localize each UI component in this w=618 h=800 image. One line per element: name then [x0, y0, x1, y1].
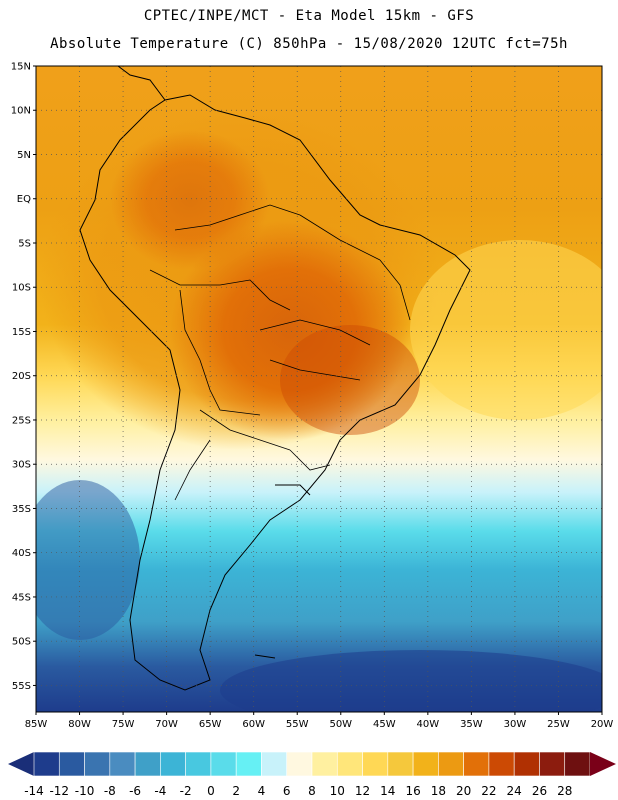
colorbar-swatch: [539, 751, 566, 777]
colorbar-swatch: [261, 751, 288, 777]
lon-label: 80W: [68, 719, 91, 730]
lon-label: 35W: [460, 719, 483, 730]
colorbar-swatch: [564, 751, 591, 777]
lon-label: 25W: [547, 719, 570, 730]
colorbar-swatch: [362, 751, 389, 777]
lon-label: 55W: [286, 719, 309, 730]
colorbar-label: 6: [283, 784, 291, 798]
longitude-labels: 85W 80W 75W 70W 65W 60W 55W 50W 45W 40W 35W 30W 25W 2…: [25, 719, 614, 730]
colorbar-label: 24: [507, 784, 522, 798]
colorbar-label: 26: [532, 784, 547, 798]
lon-label: 40W: [417, 719, 440, 730]
colorbar-label: 16: [405, 784, 420, 798]
lon-label: 45W: [373, 719, 396, 730]
lat-label: 40S: [12, 548, 31, 559]
colorbar-label: -14: [24, 784, 44, 798]
colorbar-label: -8: [104, 784, 116, 798]
country-borders: [149, 204, 411, 501]
colorbar-max-arrow: [590, 752, 616, 776]
colorbar-swatch: [134, 751, 161, 777]
lat-label: 10S: [12, 283, 31, 294]
colorbar-swatch: [58, 751, 85, 777]
colorbar-swatch: [84, 751, 111, 777]
lat-label: 55S: [12, 681, 31, 692]
colorbar-swatch: [412, 751, 439, 777]
colorbar-label: 28: [557, 784, 572, 798]
colorbar-swatch: [33, 751, 60, 777]
lat-label: EQ: [17, 194, 31, 205]
colorbar-swatch: [311, 751, 338, 777]
lat-label: 5S: [18, 238, 31, 249]
colorbar-swatch: [463, 751, 490, 777]
map-title-line2: Absolute Temperature (C) 850hPa - 15/08/…: [50, 36, 568, 52]
coastline: [79, 66, 471, 691]
colorbar-label: 2: [232, 784, 240, 798]
lat-label: 20S: [12, 371, 31, 382]
colorbar-swatch: [210, 751, 237, 777]
colorbar-swatch: [488, 751, 515, 777]
colorbar-swatch: [185, 751, 212, 777]
lat-label: 10N: [11, 106, 31, 117]
lat-label: 5N: [17, 150, 31, 161]
lon-label: 70W: [155, 719, 178, 730]
colorbar-swatch: [438, 751, 464, 777]
lon-label: 85W: [25, 719, 48, 730]
colorbar-label: -12: [49, 784, 69, 798]
map-frame: [35, 65, 603, 713]
colorbar-swatch: [160, 751, 186, 777]
latitude-labels: 15N 10N 5N EQ 5S 10S 15S 20S 25S 30S 35S 40S 45S 50S 5…: [11, 62, 31, 692]
colorbar-label: -2: [180, 784, 192, 798]
lat-label: 45S: [12, 592, 31, 603]
colorbar-label: 14: [380, 784, 395, 798]
lat-label: 15S: [12, 327, 31, 338]
colorbar-swatch: [513, 751, 540, 777]
colorbar-label: 18: [431, 784, 446, 798]
colorbar-swatch: [336, 751, 363, 777]
lat-label: 30S: [12, 460, 31, 471]
colorbar-label: -6: [129, 784, 141, 798]
colorbar-label: 4: [258, 784, 266, 798]
colorbar-swatch: [286, 751, 313, 777]
colorbar-label: -4: [154, 784, 166, 798]
lon-label: 65W: [199, 719, 222, 730]
lon-label: 75W: [112, 719, 135, 730]
lon-label: 30W: [504, 719, 527, 730]
lat-label: 50S: [12, 637, 31, 648]
lat-label: 15N: [11, 62, 31, 73]
color-legend: -14 -12 -10 -8 -6 -4 -2 0 2 4 6 8 10 12 14 16 18 20 22 24 26…: [8, 751, 616, 798]
colorbar-label: 12: [355, 784, 370, 798]
colorbar-swatch: [109, 751, 136, 777]
colorbar-swatch: [235, 751, 262, 777]
lon-label: 50W: [329, 719, 352, 730]
lon-label: 20W: [591, 719, 614, 730]
axis-ticks: [33, 65, 603, 715]
map-title-line1: CPTEC/INPE/MCT - Eta Model 15km - GFS: [143, 8, 475, 24]
lat-label: 25S: [12, 415, 31, 426]
colorbar-label: 22: [481, 784, 496, 798]
lon-label: 60W: [242, 719, 265, 730]
colorbar-label: 8: [308, 784, 316, 798]
colorbar-min-arrow: [8, 752, 34, 776]
colorbar-label: 10: [330, 784, 345, 798]
colorbar-label: 0: [207, 784, 215, 798]
lat-label: 35S: [12, 504, 31, 515]
colorbar-label: 20: [456, 784, 471, 798]
temperature-field: [36, 66, 602, 712]
colorbar-label: -10: [75, 784, 95, 798]
colorbar-swatch: [387, 751, 414, 777]
